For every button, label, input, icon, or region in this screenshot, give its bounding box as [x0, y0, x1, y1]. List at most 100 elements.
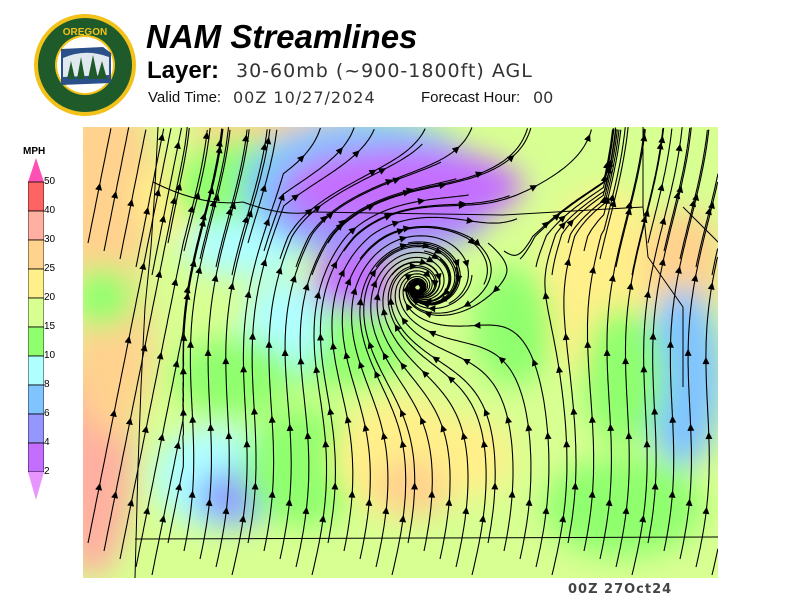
streamline-arrowhead	[330, 260, 338, 269]
streamline	[199, 127, 230, 260]
streamline-arrowhead	[505, 415, 513, 424]
valid-time-value: 00Z 10/27/2024	[233, 88, 376, 107]
streamline	[631, 128, 664, 276]
streamline-arrowhead	[278, 193, 285, 201]
streamline	[215, 129, 271, 568]
streamline-arrowhead	[275, 266, 283, 275]
streamline-arrowhead	[180, 333, 188, 341]
streamline	[615, 127, 665, 568]
streamline-arrowhead	[289, 274, 297, 283]
streamline-arrowhead	[263, 218, 270, 227]
streamline-arrowhead	[348, 227, 357, 235]
streamline-arrowhead	[622, 356, 630, 365]
streamline-arrowhead	[319, 514, 327, 523]
streamline-arrowhead	[368, 169, 377, 177]
streamline	[544, 128, 617, 576]
streamline-arrowhead	[707, 282, 715, 290]
streamline-arrowhead	[685, 498, 693, 507]
streamline-arrowhead	[691, 274, 699, 282]
streamline-arrowhead	[492, 285, 501, 293]
streamline-arrowhead	[432, 356, 441, 364]
streamline-arrowhead	[625, 207, 632, 216]
streamline-arrowhead	[462, 506, 470, 515]
streamline-arrowhead	[155, 270, 163, 279]
legend-bin-30-40	[28, 210, 44, 241]
streamline-arrowhead	[202, 131, 210, 140]
streamline-arrowhead	[362, 423, 370, 432]
streamline-arrowhead	[483, 408, 491, 417]
streamline	[231, 127, 321, 576]
streamline-arrowhead	[525, 498, 533, 507]
streamline-arrowhead	[265, 340, 273, 348]
streamline	[382, 261, 469, 568]
streamline	[583, 129, 622, 252]
streamline-arrowhead	[313, 205, 322, 213]
streamline	[711, 548, 718, 576]
streamline-arrowhead	[461, 432, 468, 441]
streamline-arrowhead	[498, 356, 507, 365]
streamline-arrowhead	[643, 440, 651, 448]
page-title: NAM Streamlines	[146, 18, 418, 55]
streamline-arrowhead	[625, 431, 633, 440]
streamline-arrowhead	[570, 407, 578, 415]
streamline	[599, 127, 629, 260]
wind-speed-region	[543, 457, 703, 557]
streamline-arrowhead	[542, 291, 550, 300]
streamline	[183, 127, 211, 252]
streamline-arrowhead	[374, 370, 381, 379]
streamline-arrowhead	[352, 150, 360, 158]
legend-bin-25-30	[28, 239, 44, 270]
streamline-arrowhead	[157, 433, 165, 442]
legend-bin-15-20	[28, 297, 44, 328]
streamline-arrowhead	[419, 416, 427, 425]
streamline-arrowhead	[111, 190, 119, 199]
streamline-arrowhead	[452, 258, 460, 267]
streamline-arrowhead	[607, 423, 615, 431]
streamline	[279, 161, 442, 560]
streamline-arrowhead	[428, 305, 436, 313]
streamline	[119, 129, 147, 260]
streamline-arrowhead	[571, 482, 579, 490]
streamline-arrowhead	[651, 407, 659, 415]
streamline	[135, 128, 223, 568]
streamline-arrowhead	[622, 506, 630, 515]
streamline-arrowhead	[391, 220, 400, 228]
streamline	[359, 242, 460, 576]
streamline-arrowhead	[268, 490, 276, 498]
streamline-arrowhead	[159, 514, 167, 523]
legend-bin-10-15	[28, 326, 44, 357]
streamline	[370, 251, 450, 552]
streamline	[135, 128, 165, 268]
legend-under-arrow	[28, 472, 44, 500]
streamline	[402, 275, 550, 568]
streamline-arrowhead	[242, 215, 249, 224]
streamline-arrowhead	[640, 365, 648, 373]
streamline-arrowhead	[240, 365, 248, 373]
streamline	[327, 127, 532, 244]
streamline	[311, 194, 469, 576]
streamline-arrowhead	[281, 348, 289, 357]
streamline-arrowhead	[211, 274, 219, 282]
streamline-arrowhead	[111, 490, 119, 499]
streamline-arrowhead	[651, 482, 659, 490]
forecast-hour-label: Forecast Hour:	[421, 89, 521, 106]
legend-over-arrow	[28, 158, 44, 182]
streamline-arrowhead	[428, 330, 437, 338]
streamline-arrowhead	[366, 204, 375, 211]
streamline-arrowhead	[109, 409, 117, 418]
streamline-arrowhead	[358, 360, 365, 369]
streamline-arrowhead	[248, 332, 256, 340]
legend-units: MPH	[23, 146, 46, 157]
streamline-arrowhead	[286, 423, 294, 432]
streamline-arrowhead	[344, 277, 352, 286]
streamline-arrowhead	[705, 431, 713, 440]
streamline-arrowhead	[189, 415, 197, 423]
streamline-arrowhead	[228, 282, 235, 291]
streamline-arrowhead	[419, 258, 428, 266]
legend-tick-label: 2	[44, 466, 50, 477]
streamline-arrowhead	[356, 297, 364, 306]
map-timestamp: 00Z 27Oct24	[568, 582, 673, 597]
streamline-arrowhead	[157, 133, 165, 142]
streamline-arrowhead	[463, 300, 472, 307]
streamline-arrowhead	[343, 351, 351, 360]
